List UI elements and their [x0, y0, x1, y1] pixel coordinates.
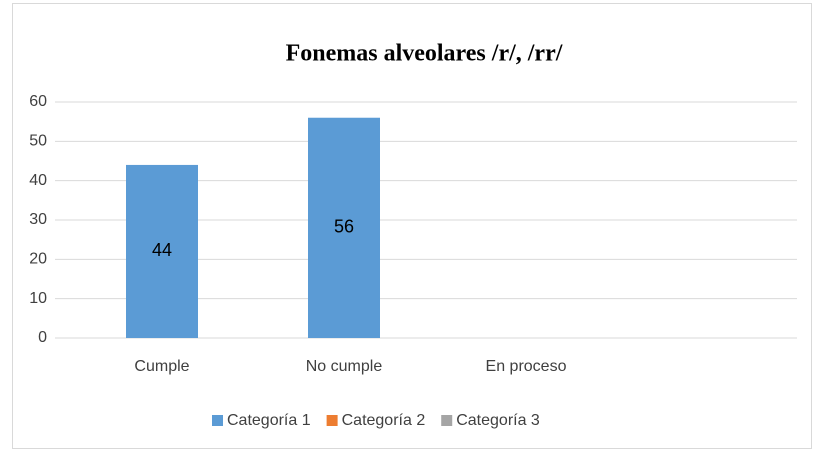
x-tick-label: En proceso — [486, 358, 567, 375]
y-tick-label: 30 — [29, 211, 47, 228]
x-tick-label: Cumple — [134, 358, 189, 375]
y-tick-label: 60 — [29, 93, 47, 110]
y-tick-label: 10 — [29, 290, 47, 307]
legend-label: Categoría 2 — [342, 412, 426, 429]
legend-label: Categoría 3 — [456, 412, 540, 429]
bar — [308, 117, 380, 338]
chart-title: Fonemas alveolares /r/, /rr/ — [286, 41, 563, 67]
bar — [126, 164, 198, 338]
y-tick-label: 40 — [29, 172, 47, 189]
legend-swatch — [441, 415, 453, 426]
data-label: 44 — [152, 240, 172, 260]
y-tick-label: 20 — [29, 251, 47, 268]
legend-label: Categoría 1 — [227, 412, 311, 429]
legend-swatch — [212, 415, 223, 426]
data-label: 56 — [334, 217, 354, 237]
y-tick-label: 50 — [29, 133, 47, 150]
y-tick-label: 0 — [38, 329, 47, 346]
legend-swatch — [326, 415, 338, 426]
x-tick-label: No cumple — [306, 358, 383, 375]
